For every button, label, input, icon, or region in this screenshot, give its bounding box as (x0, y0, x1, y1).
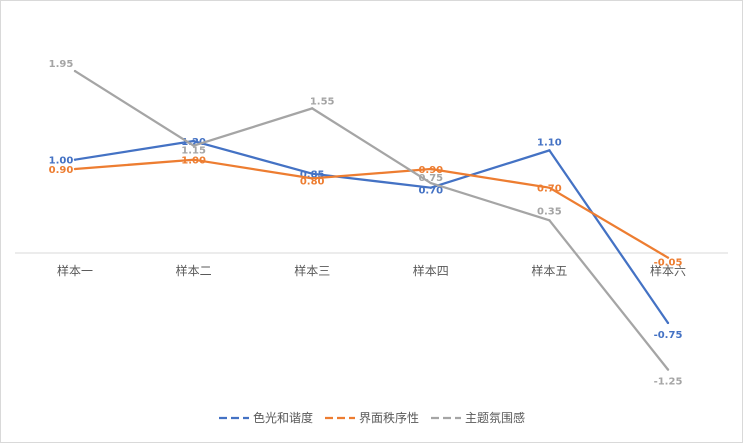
data-label: 1.00 (181, 156, 206, 167)
data-point (192, 158, 195, 161)
data-point (311, 172, 314, 175)
data-point (548, 149, 551, 152)
data-point (429, 181, 432, 185)
data-label: 1.95 (49, 59, 74, 70)
data-label: 1.00 (49, 156, 74, 167)
data-label: 0.90 (418, 165, 443, 176)
data-point (666, 256, 670, 259)
data-label: 1.20 (181, 137, 206, 148)
data-label: 0.80 (300, 176, 325, 187)
data-label: 1.55 (310, 96, 335, 107)
series-line (74, 70, 669, 371)
data-point (192, 139, 195, 143)
data-label: 1.10 (537, 137, 562, 148)
data-label: 0.90 (49, 165, 74, 176)
data-point (73, 158, 77, 161)
data-point (666, 321, 670, 325)
legend: 色光和谐度 界面秩序性 主题氛围感 (219, 410, 525, 425)
x-tick-label: 样本三 (294, 263, 330, 278)
data-point (73, 167, 77, 171)
data-label: -0.75 (654, 330, 683, 341)
series-2: 0.901.000.800.900.70-0.05 (49, 156, 683, 269)
legend-label: 色光和谐度 (253, 410, 313, 425)
legend-label: 主题氛围感 (465, 410, 525, 425)
data-label: -0.05 (654, 258, 683, 269)
data-label: -1.25 (654, 377, 683, 388)
data-label: 0.75 (418, 173, 443, 184)
x-tick-label: 样本五 (531, 263, 567, 278)
data-point (192, 144, 195, 147)
x-tick-label: 样本二 (176, 263, 212, 278)
data-point (73, 69, 77, 73)
data-point (311, 177, 314, 180)
data-point (666, 368, 670, 371)
series-line (74, 139, 669, 324)
data-point (429, 167, 432, 171)
data-label: 0.70 (418, 186, 443, 197)
data-point (429, 186, 432, 189)
series-3: 1.95 1.15 1.55 0.75 0.35 -1.25 (49, 59, 683, 388)
data-label: 1.15 (181, 146, 206, 157)
x-tick-label: 样本一 (57, 263, 93, 278)
x-tick-label: 样本六 (650, 263, 686, 278)
x-tick-label: 样本四 (413, 263, 449, 278)
series-line (74, 158, 669, 259)
data-label: 0.85 (300, 170, 325, 181)
legend-label: 界面秩序性 (359, 410, 419, 425)
data-label: 0.35 (537, 206, 562, 217)
data-point (548, 186, 551, 189)
data-label: 0.70 (537, 184, 562, 195)
series-1: 1.00 1.20 0.85 0.70 1.10 -0.75 (49, 137, 683, 341)
data-point (548, 219, 551, 222)
data-point (311, 107, 314, 110)
